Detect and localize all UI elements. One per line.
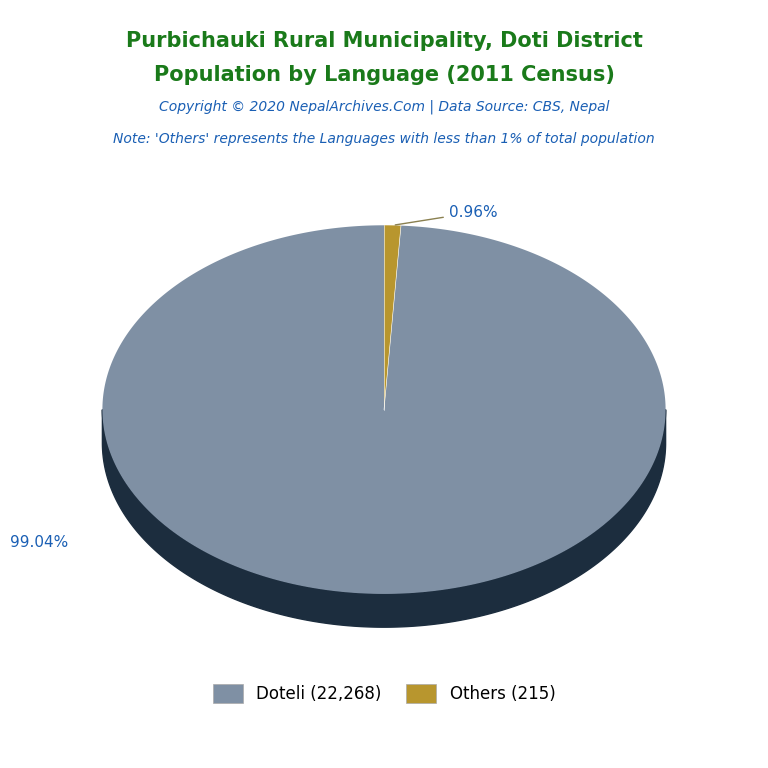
Text: Note: 'Others' represents the Languages with less than 1% of total population: Note: 'Others' represents the Languages … bbox=[113, 132, 655, 146]
Legend: Doteli (22,268), Others (215): Doteli (22,268), Others (215) bbox=[213, 684, 555, 703]
Text: Copyright © 2020 NepalArchives.Com | Data Source: CBS, Nepal: Copyright © 2020 NepalArchives.Com | Dat… bbox=[159, 100, 609, 114]
Polygon shape bbox=[102, 409, 666, 627]
Text: 99.04%: 99.04% bbox=[10, 535, 68, 550]
Text: 0.96%: 0.96% bbox=[396, 205, 498, 225]
Polygon shape bbox=[384, 225, 401, 409]
Text: Purbichauki Rural Municipality, Doti District: Purbichauki Rural Municipality, Doti Dis… bbox=[125, 31, 643, 51]
Polygon shape bbox=[102, 225, 666, 594]
Text: Population by Language (2011 Census): Population by Language (2011 Census) bbox=[154, 65, 614, 85]
